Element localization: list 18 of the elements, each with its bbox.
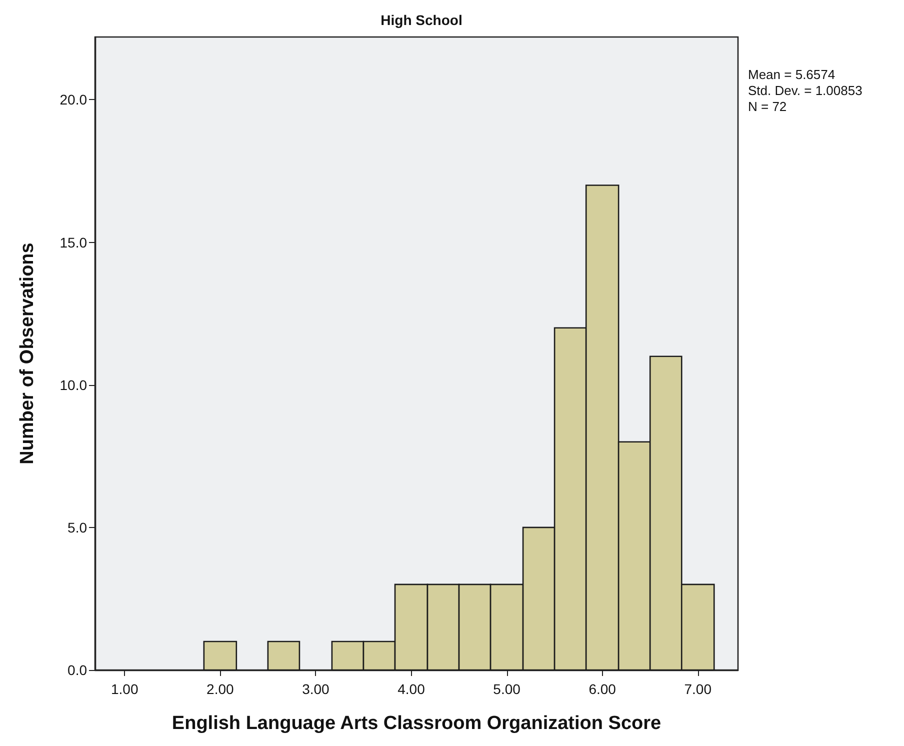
x-tick-label: 6.00: [588, 681, 616, 697]
y-axis-title: Number of Observations: [17, 242, 38, 464]
chart-title: High School: [380, 12, 462, 28]
x-tick-label: 2.00: [206, 681, 234, 697]
text: Mean = 5.6574: [748, 67, 836, 82]
x-tick-label: 4.00: [398, 681, 426, 697]
text: Std. Dev. = 1.00853: [748, 83, 862, 98]
x-tick-label: 1.00: [110, 681, 138, 697]
y-tick-label: 0.0: [68, 662, 88, 678]
y-tick-label: 20.0: [60, 92, 88, 108]
text: N = 72: [748, 99, 787, 114]
x-tick-label: 3.00: [302, 681, 330, 697]
y-tick-label: 10.0: [60, 376, 88, 393]
y-tick-label: 5.0: [68, 519, 88, 536]
x-tick-label: 7.00: [684, 681, 712, 697]
x-tick-label: 5.00: [493, 681, 521, 697]
y-tick-label: 15.0: [60, 234, 88, 250]
x-axis-title: English Language Arts Classroom Organization Score: [172, 713, 662, 734]
